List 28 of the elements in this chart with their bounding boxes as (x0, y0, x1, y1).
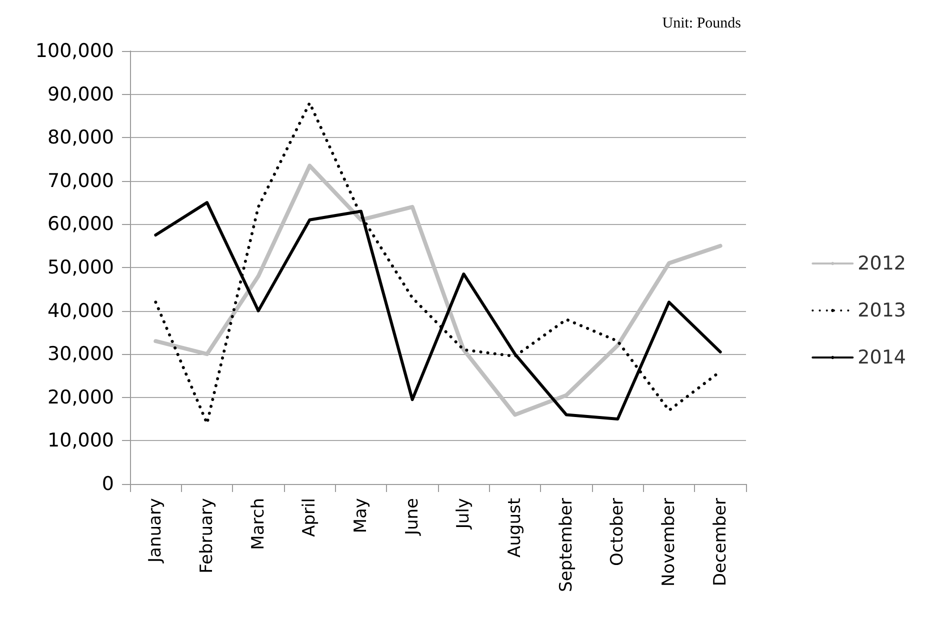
x-tick-label: January (146, 498, 166, 564)
line-series (154, 164, 722, 417)
y-tick-label: 90,000 (48, 83, 114, 106)
x-tick-label: December (710, 498, 730, 586)
x-tick-label: August (505, 498, 525, 558)
legend-label: 2012 (858, 252, 906, 274)
y-tick-label: 10,000 (48, 430, 114, 452)
y-tick-label: 0 (102, 473, 114, 495)
x-tick-label: May (351, 498, 371, 534)
x-tick-label: July (454, 498, 474, 530)
y-tick-label: 30,000 (48, 343, 114, 366)
legend-label: 2014 (858, 346, 906, 368)
legend-label: 2013 (858, 300, 906, 322)
x-tick-label: April (300, 498, 320, 537)
y-tick-label: 50,000 (48, 256, 114, 278)
x-tick-label: February (197, 498, 217, 574)
x-tick-label: November (659, 498, 679, 586)
text: Unit: Pounds (662, 16, 742, 32)
y-tick-label: 20,000 (48, 386, 114, 408)
x-tick-label: October (608, 498, 628, 566)
y-tick-label: 40,000 (48, 300, 114, 322)
y-tick-label: 100,000 (35, 40, 114, 62)
y-tick-label: 60,000 (48, 213, 114, 236)
x-tick-label: September (556, 498, 576, 592)
x-tick-label: March (248, 498, 268, 550)
x-tick-label: June (402, 498, 422, 536)
y-tick-label: 80,000 (48, 126, 114, 149)
y-tick-label: 70,000 (48, 170, 114, 192)
